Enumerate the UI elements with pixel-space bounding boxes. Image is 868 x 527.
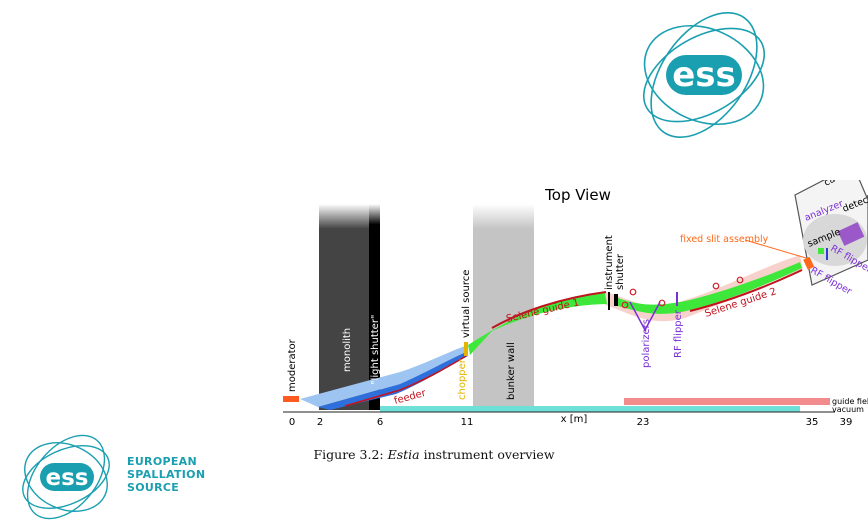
x-axis-label: x [m] [561, 414, 588, 425]
org-line-1: EUROPEAN [127, 455, 197, 468]
axis-ticks: 0 2 6 11 23 35 39 [289, 417, 853, 428]
org-line-2: SPALLATION [127, 468, 206, 481]
axis-tick-4: 23 [637, 417, 650, 428]
chopper-label: chopper [457, 358, 468, 400]
polarizers-label: polarizers [641, 319, 652, 368]
estia-instrument-diagram: Top View 0 2 6 11 [283, 180, 868, 428]
figure-caption: Figure 3.2: Estia instrument overview [0, 447, 868, 462]
feeder-guide-dark [318, 352, 468, 410]
bunker-wall-block [473, 204, 534, 410]
light-shutter-block [369, 204, 380, 410]
selene-guide-2-red [689, 269, 803, 312]
instrument-shutter-mark [608, 292, 610, 310]
rf-flipper-1-label: RF flipper [673, 309, 684, 358]
fixed-slit-leader [744, 239, 807, 259]
selene-guide-1 [468, 293, 607, 355]
feeder-guide [300, 346, 466, 407]
diagram-title: Top View [544, 186, 611, 204]
moderator-block [283, 396, 299, 402]
org-line-3: SOURCE [127, 481, 180, 494]
axis-tick-3: 11 [461, 417, 474, 428]
analyzer-block [837, 222, 865, 246]
selene-guide-1-red [491, 291, 607, 329]
chopper-mark [464, 342, 468, 356]
organization-name: EUROPEAN SPALLATION SOURCE [127, 455, 205, 494]
bunker-wall-label: bunker wall [506, 342, 517, 400]
instrument-shutter-label-2: shutter [615, 253, 626, 290]
sample-dot [818, 248, 824, 254]
axis-tick-2: 6 [377, 417, 383, 428]
axis-tick-1: 2 [317, 417, 323, 428]
vacuum-label: vacuum [832, 405, 864, 414]
axis-tick-0: 0 [289, 417, 295, 428]
monolith-block [319, 204, 371, 410]
instrument-shutter-label-1: instrument [604, 235, 615, 290]
fixed-slit-block [803, 256, 815, 270]
axis-tick-6: 39 [840, 417, 853, 428]
guide-field-label: guide field [832, 397, 868, 406]
ess-logo-top: ess [642, 12, 766, 138]
light-shutter-label: "light shutter" [370, 314, 381, 385]
axis-tick-5: 35 [806, 417, 819, 428]
feeder-red-line [344, 355, 467, 407]
caption-prefix: Figure 3.2: [313, 447, 388, 462]
guide-field-bar [624, 398, 830, 405]
caption-suffix: instrument overview [419, 447, 555, 462]
logo-text-bottom: ess [46, 465, 89, 491]
fixed-slit-label: fixed slit assembly [680, 234, 769, 245]
instrument-shutter-block [614, 294, 618, 306]
vacuum-bar [380, 406, 800, 412]
selene-guide-2 [618, 262, 802, 314]
rf-flipper-1-mark [676, 292, 678, 306]
logo-text-top: ess [672, 55, 736, 95]
virtual-source-label: virtual source [461, 270, 472, 338]
polarizers-mark [629, 301, 661, 332]
caption-italic: Estia [387, 447, 420, 462]
cave-label: cave [822, 180, 847, 189]
ess-logo-bottom: ess [22, 434, 110, 520]
monolith-label: monolith [342, 328, 353, 372]
rf-flipper-2-mark [826, 248, 828, 260]
moderator-label: moderator [287, 338, 298, 392]
